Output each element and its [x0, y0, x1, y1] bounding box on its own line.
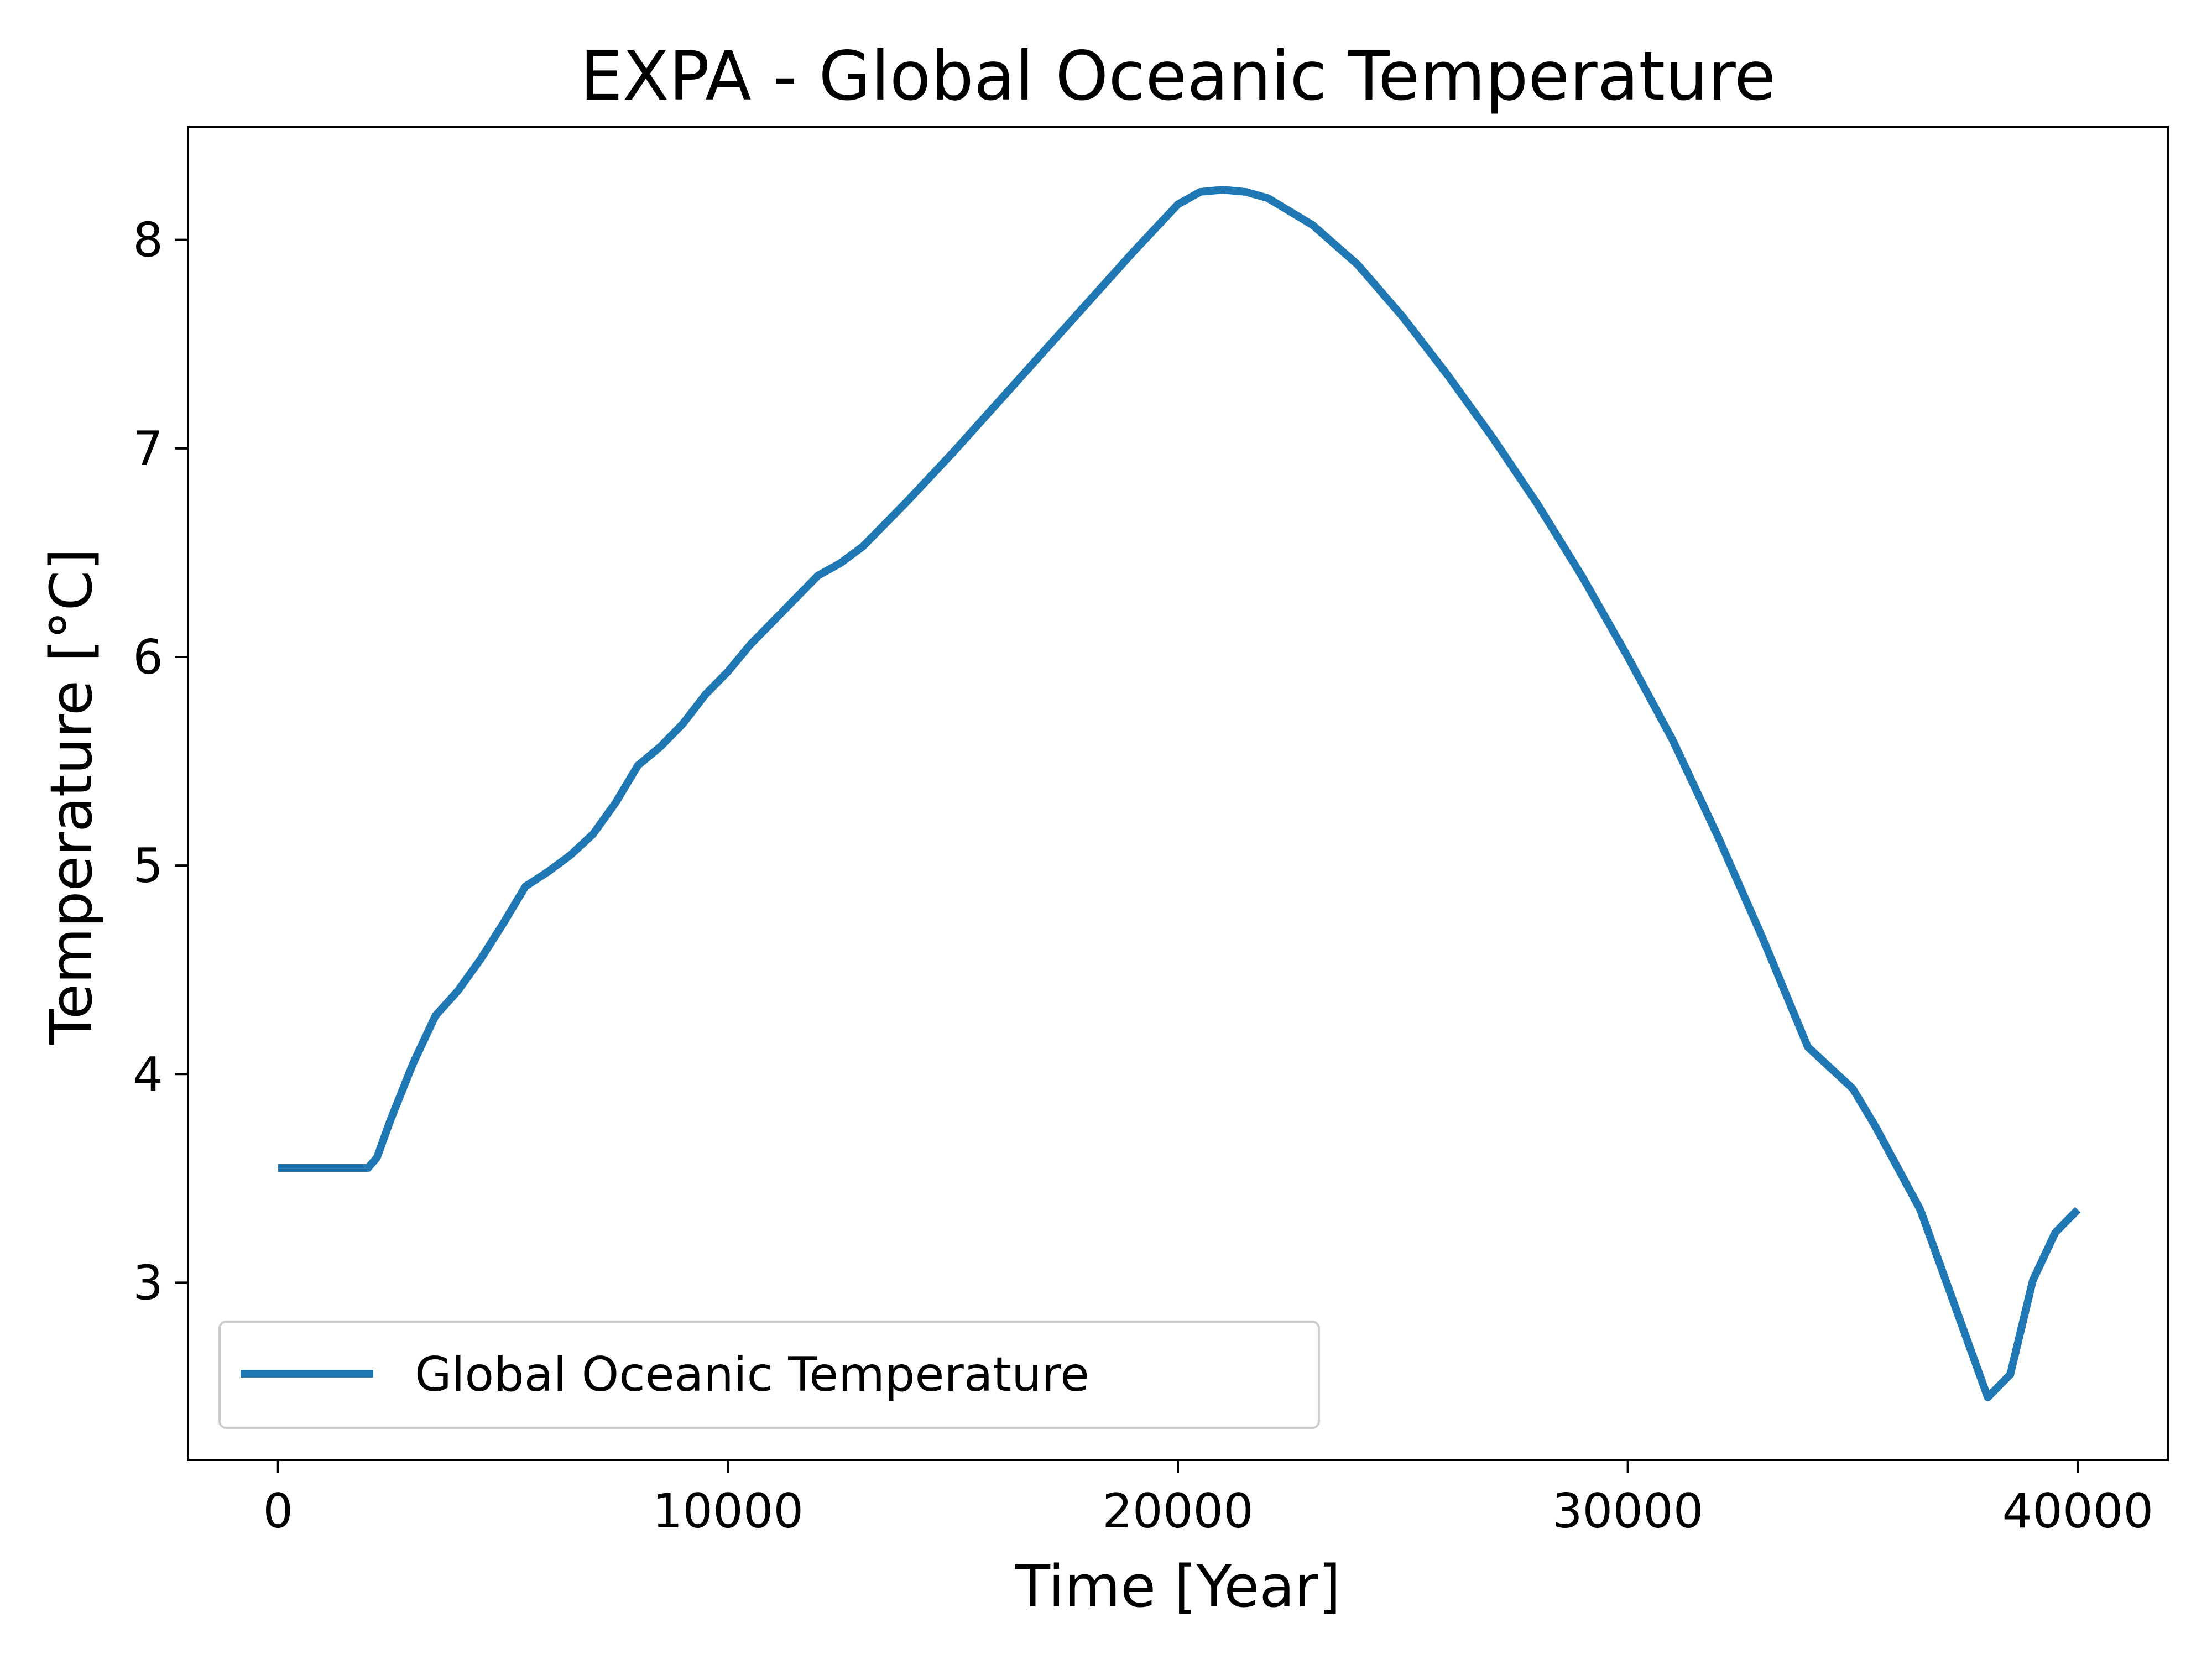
series-layer — [278, 186, 2081, 1401]
plot-area-frame — [187, 126, 2169, 1461]
y-axis-label: Temperature [°C] — [38, 548, 105, 1045]
x-tick-label: 40000 — [2002, 1484, 2153, 1539]
y-tick-label: 6 — [133, 630, 163, 685]
y-tick-label: 3 — [133, 1255, 163, 1311]
y-axis-label-group: Temperature [°C] — [38, 548, 105, 1045]
y-tick-label: 4 — [133, 1047, 163, 1102]
x-tick-label: 30000 — [1552, 1484, 1704, 1539]
x-axis-label: Time [Year] — [1015, 1553, 1341, 1620]
x-tick-label: 10000 — [653, 1484, 804, 1539]
chart-title: EXPA - Global Oceanic Temperature — [580, 37, 1776, 116]
tick-layer: 0 10000 20000 30000 40000 3 4 5 6 7 8 — [133, 213, 2153, 1539]
series-line-1 — [278, 186, 2081, 1401]
y-tick-label: 7 — [133, 421, 163, 477]
legend-label: Global Oceanic Temperature — [415, 1347, 1089, 1402]
y-tick-label: 8 — [133, 213, 163, 268]
x-tick-label: 0 — [263, 1484, 293, 1539]
legend: Global Oceanic Temperature — [218, 1321, 1320, 1429]
y-tick-label: 5 — [133, 838, 163, 894]
x-tick-label: 20000 — [1102, 1484, 1254, 1539]
legend-box — [218, 1321, 1320, 1429]
